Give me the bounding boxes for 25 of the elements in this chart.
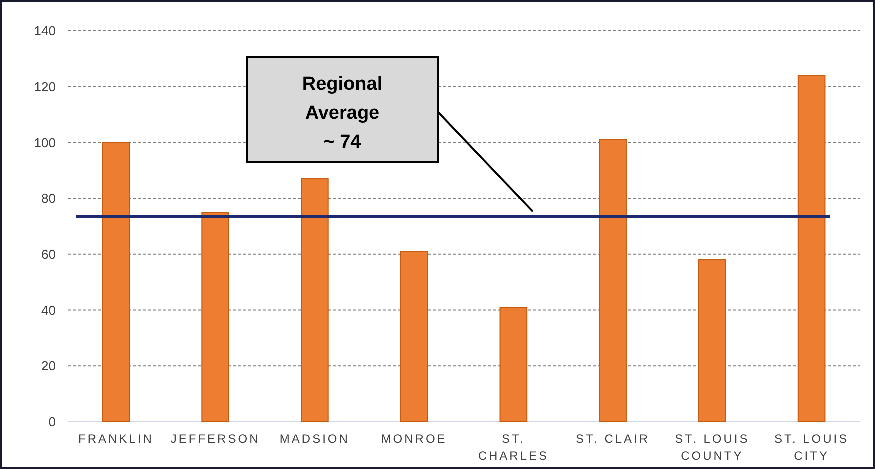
bar (301, 178, 329, 422)
y-tick-label: 20 (42, 358, 56, 374)
bar (500, 306, 528, 422)
y-tick-label: 0 (48, 414, 56, 430)
bar (202, 212, 230, 422)
x-tick-label: MONROE (381, 432, 448, 446)
bar (798, 75, 826, 422)
bar (599, 139, 627, 422)
y-tick-label: 140 (34, 24, 56, 39)
y-tick-label: 60 (42, 246, 56, 262)
y-tick-label: 120 (34, 79, 56, 94)
y-tick-label: 100 (34, 135, 56, 150)
bar (102, 142, 130, 422)
x-tick-label: ST. LOUIS CITY (774, 432, 850, 463)
annotation: Regional Average ~ 74 (302, 74, 383, 153)
bar (400, 251, 428, 422)
x-tick-label: MADSION (280, 432, 350, 446)
x-tick-label: ST. CLAIR (576, 432, 650, 446)
y-tick-label: 40 (42, 302, 56, 318)
x-tick-label: JEFFERSON (170, 432, 260, 446)
x-tick-label: ST. LOUIS COUNTY (675, 432, 750, 463)
x-tick-label: FRANKLIN (78, 432, 154, 446)
y-tick-label: 80 (42, 191, 56, 206)
bar (698, 260, 726, 422)
x-tick-label: ST. CHARLES (478, 432, 550, 463)
